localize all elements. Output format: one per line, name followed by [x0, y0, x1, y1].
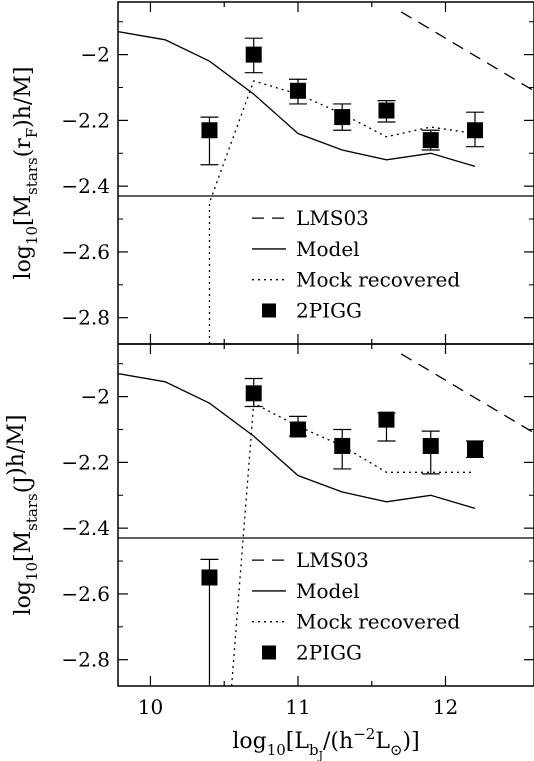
x-axis-label: log10[LbJ/(h−2L⊙)] [232, 725, 419, 761]
legend-label-mock-recovered: Mock recovered [296, 610, 460, 634]
y-tick-label: −2.6 [61, 582, 110, 606]
data-point-2pigg [245, 46, 262, 63]
legend-label-2pigg: 2PIGG [296, 298, 362, 322]
data-point-2pigg [289, 421, 306, 438]
data-point-2pigg [201, 122, 218, 139]
data-point-2pigg [334, 437, 351, 454]
legend-label-2pigg: 2PIGG [296, 640, 362, 664]
y-tick-label: −2 [81, 43, 110, 67]
top-panel-plot-area [117, 11, 534, 344]
x-tick-labels: 10 11 12 [138, 695, 458, 719]
legend-label-model: Model [296, 237, 360, 261]
bottom-panel-y-axis-label: log10[Mstars(J)h/M] [4, 415, 41, 616]
data-point-2pigg [422, 132, 439, 149]
legend-marker-2pigg [262, 303, 276, 318]
series-line-lms03 [400, 353, 534, 434]
y-tick-label: −2.6 [61, 240, 110, 264]
top-panel-y-axis-label: log10[Mstars(rF)h/M] [11, 67, 41, 280]
data-point-2pigg [422, 437, 439, 454]
data-point-2pigg [289, 82, 306, 99]
y-tick-label: −2.8 [61, 306, 110, 330]
data-point-2pigg [201, 569, 218, 586]
legend-label-lms03: LMS03 [296, 548, 369, 572]
y-tick-label: −2.2 [61, 450, 110, 474]
data-point-2pigg [378, 102, 395, 119]
bottom-panel-frame [117, 343, 534, 687]
legend-label-mock-recovered: Mock recovered [296, 268, 460, 292]
x-tick-label: 10 [138, 695, 163, 719]
legend-label-model: Model [296, 579, 360, 603]
y-tick-label: −2.4 [61, 174, 110, 198]
top-panel-ticks [118, 2, 534, 344]
x-tick-label: 12 [433, 695, 458, 719]
data-point-2pigg [466, 441, 483, 458]
top-panel-y-tick-labels: −2.8 −2.6 −2.4 −2.2 −2 [61, 43, 110, 330]
series-line-model [117, 30, 476, 168]
series-line-model [117, 372, 476, 510]
series-line-mock-recovered [208, 80, 476, 344]
bottom-panel-y-tick-labels: −2.8 −2.6 −2.4 −2.2 −2 [61, 385, 110, 672]
top-panel-legend: LMS03 Model Mock recovered 2PIGG [252, 206, 460, 322]
data-point-2pigg [466, 122, 483, 139]
y-tick-label: −2.8 [61, 648, 110, 672]
x-tick-label: 11 [285, 695, 310, 719]
bottom-panel: −2.8 −2.6 −2.4 −2.2 −2 LMS03 Model Mock recove… [4, 343, 534, 719]
bottom-panel-ticks [118, 344, 534, 686]
data-point-2pigg [334, 109, 351, 126]
y-tick-label: −2.2 [61, 108, 110, 132]
data-point-2pigg [378, 411, 395, 428]
legend-label-lms03: LMS03 [296, 206, 369, 230]
series-line-lms03 [400, 11, 534, 92]
data-point-2pigg [245, 385, 262, 402]
bottom-panel-plot-area [117, 353, 534, 687]
y-tick-label: −2.4 [61, 516, 110, 540]
legend-marker-2pigg [262, 645, 276, 660]
y-tick-label: −2 [81, 385, 110, 409]
bottom-panel-legend: LMS03 Model Mock recovered 2PIGG [252, 548, 460, 664]
top-panel: −2.8 −2.6 −2.4 −2.2 −2 LMS03 Model Mock recove… [11, 1, 534, 345]
